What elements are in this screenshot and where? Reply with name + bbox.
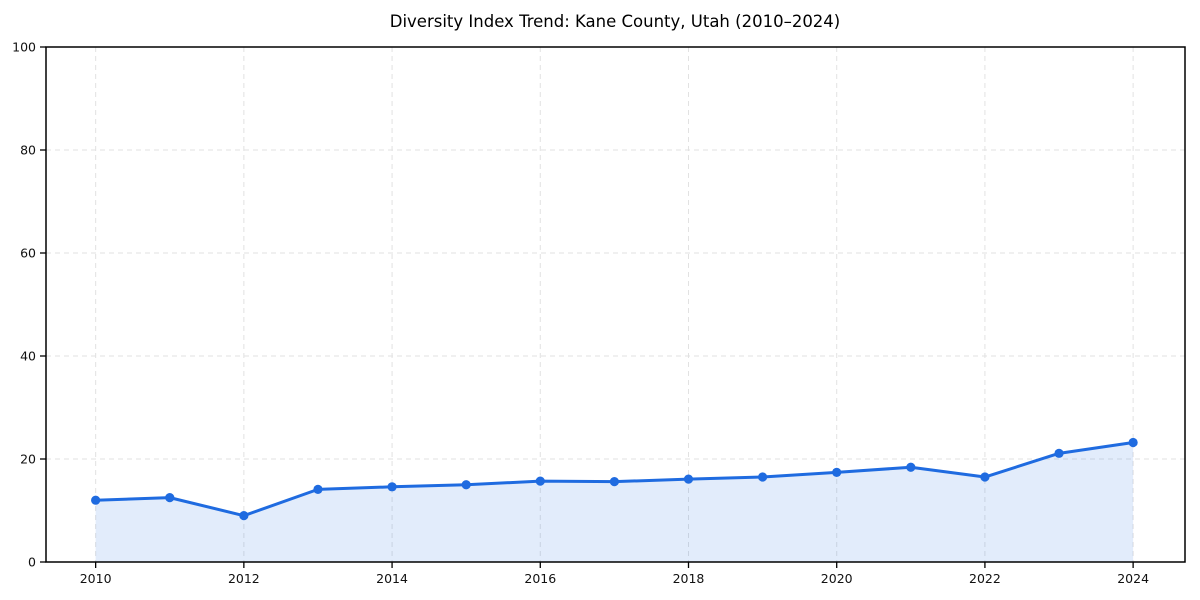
data-point [461, 480, 471, 490]
chart-title: Diversity Index Trend: Kane County, Utah… [390, 12, 841, 31]
x-tick-label: 2016 [524, 571, 556, 586]
data-point [1128, 437, 1138, 448]
x-tick-label: 2022 [969, 571, 1001, 586]
data-point [91, 495, 101, 505]
data-point [906, 462, 916, 472]
x-tick-label: 2010 [80, 571, 112, 586]
x-tick-label: 2018 [673, 571, 705, 586]
data-point [535, 476, 545, 486]
x-tick-label: 2014 [376, 571, 408, 586]
y-tick-label: 80 [20, 143, 36, 158]
data-point [387, 482, 397, 492]
data-point [980, 472, 990, 482]
x-tick-label: 2012 [228, 571, 260, 586]
area-fill [95, 442, 1134, 562]
data-point [1054, 448, 1064, 458]
data-point [683, 474, 694, 484]
x-tick-label: 2020 [821, 571, 853, 586]
axis-border [45, 46, 1186, 563]
y-tick-label: 40 [20, 349, 36, 364]
y-tick-label: 60 [20, 246, 36, 261]
y-tick-label: 0 [28, 555, 36, 570]
data-point [313, 484, 323, 494]
x-tick-label: 2024 [1117, 571, 1149, 586]
data-point [757, 472, 768, 482]
plot-area: 2010 2012 2014 2016 2018 2020 2022 2024 0 20 40 60 8… [12, 40, 1186, 586]
y-tick-label: 100 [12, 40, 36, 55]
data-point [832, 467, 842, 477]
data-point [165, 493, 175, 503]
data-point [609, 477, 619, 487]
data-point [239, 511, 249, 521]
y-tick-label: 20 [20, 452, 36, 467]
